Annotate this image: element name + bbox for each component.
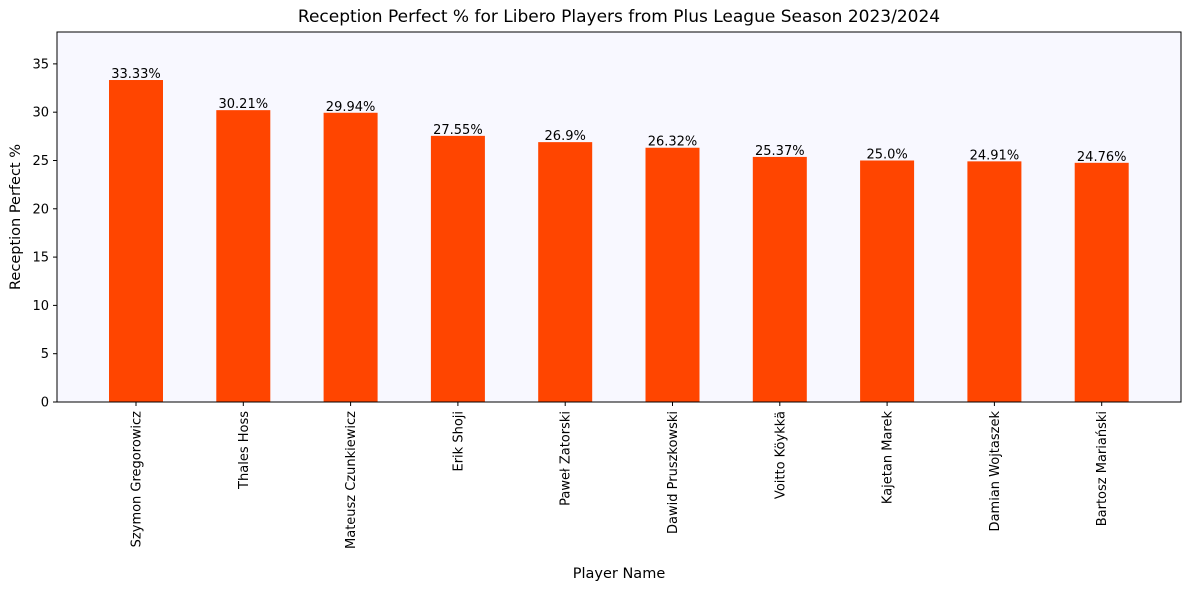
y-tick-label: 0 (41, 396, 49, 411)
y-tick-label: 20 (32, 202, 49, 217)
bar (752, 156, 807, 402)
bar-data-label: 33.33% (111, 67, 161, 82)
y-tick-label: 25 (32, 154, 49, 169)
bar-data-label: 26.9% (545, 129, 586, 144)
x-axis: Szymon Gregorowicz Thales Hoss Mateusz Czu… (130, 402, 1110, 549)
y-tick-label: 5 (41, 347, 49, 362)
bar-data-label: 24.76% (1077, 150, 1127, 165)
chart-title: Reception Perfect % for Libero Players f… (298, 7, 940, 27)
y-axis: 0 5 10 15 20 25 30 35 (32, 57, 57, 411)
data-labels-group: 33.33% 30.21% 29.94% 27.55% 26.9% 26.32% 25.37… (111, 67, 1126, 165)
bar-data-label: 27.55% (433, 123, 483, 138)
x-tick-label: Erik Shoji (451, 411, 466, 472)
bar (1074, 162, 1129, 402)
bar (967, 161, 1022, 402)
bar (860, 160, 915, 402)
bar-data-label: 24.91% (970, 148, 1020, 163)
y-tick-label: 10 (32, 299, 49, 314)
x-tick-label: Thales Hoss (237, 411, 252, 490)
y-tick-label: 30 (32, 106, 49, 121)
y-tick-label: 35 (32, 57, 49, 72)
x-tick-label: Damian Wojtaszek (988, 411, 1003, 532)
bar-data-label: 29.94% (326, 100, 376, 115)
x-tick-label: Mateusz Czunkiewicz (344, 411, 359, 549)
x-tick-label: Paweł Zatorski (559, 411, 574, 506)
x-axis-label: Player Name (573, 566, 666, 582)
bar-data-label: 25.0% (866, 147, 907, 162)
x-tick-label: Kajetan Marek (881, 411, 896, 505)
bar (430, 135, 485, 402)
bar-data-label: 30.21% (219, 97, 269, 112)
bar (216, 110, 271, 402)
plot-frame (56, 31, 1182, 403)
bar (645, 147, 700, 402)
bar-data-label: 25.37% (755, 144, 805, 159)
y-tick-label: 15 (32, 251, 49, 266)
bar (109, 80, 163, 402)
x-tick-label: Bartosz Mariański (1095, 411, 1110, 526)
bar (538, 142, 593, 402)
bar-data-label: 26.32% (648, 135, 698, 150)
x-tick-label: Voitto Köykkä (773, 411, 788, 499)
bars-group (109, 80, 1129, 403)
bar (323, 112, 378, 403)
x-tick-label: Szymon Gregorowicz (130, 411, 145, 547)
y-axis-label: Reception Perfect % (8, 144, 24, 290)
x-tick-label: Dawid Pruszkowski (666, 411, 681, 534)
